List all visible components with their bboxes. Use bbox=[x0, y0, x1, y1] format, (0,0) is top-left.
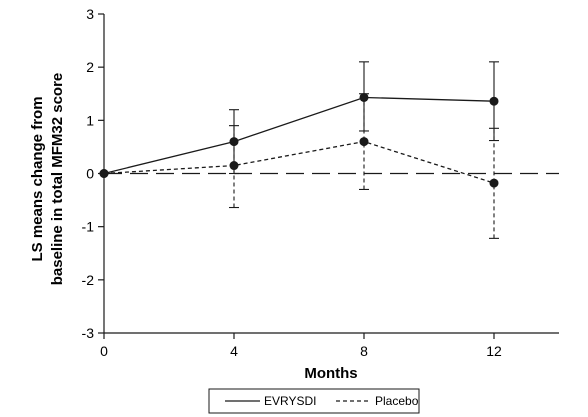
data-point bbox=[489, 96, 499, 106]
x-axis-ticks: 0 4 8 12 bbox=[100, 333, 502, 359]
x-tick-label: 4 bbox=[230, 343, 238, 359]
x-axis-label: Months bbox=[304, 365, 357, 382]
data-point bbox=[359, 92, 369, 102]
y-tick-label: 0 bbox=[86, 166, 94, 182]
y-axis-label-line-1: LS means change from bbox=[29, 96, 46, 261]
y-tick-label: -2 bbox=[82, 272, 95, 288]
series-placebo bbox=[103, 93, 499, 239]
data-point bbox=[359, 137, 369, 147]
y-axis-ticks: -3 -2 -1 0 1 2 3 bbox=[82, 6, 104, 341]
series-line bbox=[103, 140, 495, 184]
y-tick-label: 1 bbox=[86, 112, 94, 128]
x-tick-label: 8 bbox=[360, 343, 368, 359]
series-line bbox=[103, 96, 495, 175]
y-axis-label-line-2: baseline in total MFM32 score bbox=[49, 73, 66, 286]
y-tick-label: 3 bbox=[86, 6, 94, 22]
data-point bbox=[229, 161, 239, 171]
data-point bbox=[489, 178, 499, 188]
y-tick-label: -3 bbox=[82, 325, 95, 341]
y-axis-label: LS means change from baseline in total M… bbox=[29, 73, 66, 286]
legend-label-placebo: Placebo bbox=[375, 394, 419, 408]
series-layer bbox=[99, 61, 499, 239]
x-tick-label: 0 bbox=[100, 343, 108, 359]
y-tick-label: -1 bbox=[82, 219, 95, 235]
y-tick-label: 2 bbox=[86, 59, 94, 75]
x-tick-label: 12 bbox=[486, 343, 502, 359]
series-evrysdi bbox=[103, 61, 499, 175]
legend: EVRYSDI Placebo bbox=[208, 388, 420, 414]
legend-label-evrysdi: EVRYSDI bbox=[264, 394, 316, 408]
data-point bbox=[229, 137, 239, 147]
